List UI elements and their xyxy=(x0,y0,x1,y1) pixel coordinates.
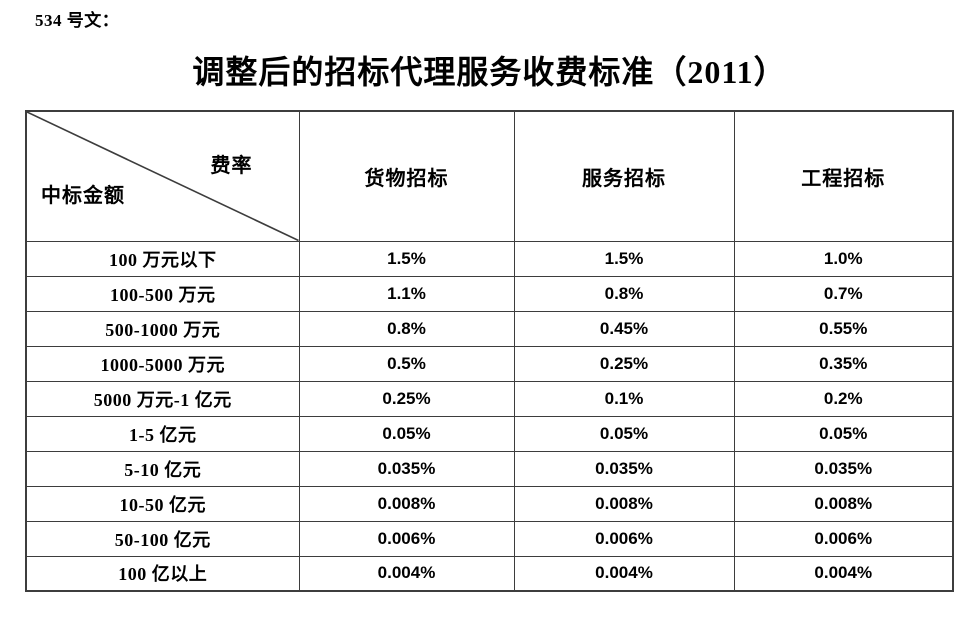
fee-value-cell: 0.004% xyxy=(513,555,735,592)
fee-value-cell: 0.05% xyxy=(513,415,735,452)
fee-value-cell: 0.004% xyxy=(733,555,954,592)
diagonal-corner-cell: 费率 中标金额 xyxy=(25,110,300,242)
fee-value-cell: 0.2% xyxy=(733,380,954,417)
doc-number-label: 534 号文： xyxy=(35,11,120,30)
fee-value-cell: 0.035% xyxy=(513,450,735,487)
fee-value-cell: 0.55% xyxy=(733,310,954,347)
fee-value-cell: 0.035% xyxy=(733,450,954,487)
fee-value-cell: 0.008% xyxy=(298,485,515,522)
row-label-cell: 100-500 万元 xyxy=(25,275,300,312)
row-label-cell: 5000 万元-1 亿元 xyxy=(25,380,300,417)
table-row: 5000 万元-1 亿元 0.25% 0.1% 0.2% xyxy=(25,380,954,417)
fee-value-cell: 0.035% xyxy=(298,450,515,487)
table-row: 10-50 亿元 0.008% 0.008% 0.008% xyxy=(25,485,954,522)
row-label-cell: 5-10 亿元 xyxy=(25,450,300,487)
fee-value-cell: 0.006% xyxy=(298,520,515,557)
table-row: 1-5 亿元 0.05% 0.05% 0.05% xyxy=(25,415,954,452)
fee-value-cell: 1.1% xyxy=(298,275,515,312)
fee-value-cell: 0.1% xyxy=(513,380,735,417)
fee-value-cell: 0.35% xyxy=(733,345,954,382)
fee-value-cell: 0.25% xyxy=(513,345,735,382)
table-row: 5-10 亿元 0.035% 0.035% 0.035% xyxy=(25,450,954,487)
row-label-cell: 10-50 亿元 xyxy=(25,485,300,522)
fee-value-cell: 1.5% xyxy=(513,240,735,277)
table-row: 100-500 万元 1.1% 0.8% 0.7% xyxy=(25,275,954,312)
fee-value-cell: 0.008% xyxy=(733,485,954,522)
fee-value-cell: 1.0% xyxy=(733,240,954,277)
fee-standard-table: 费率 中标金额 货物招标 服务招标 工程招标 100 万元以下 1.5% 1.5… xyxy=(25,110,954,592)
fee-value-cell: 0.006% xyxy=(513,520,735,557)
fee-value-cell: 0.008% xyxy=(513,485,735,522)
fee-value-cell: 0.8% xyxy=(298,310,515,347)
table-row: 100 亿以上 0.004% 0.004% 0.004% xyxy=(25,555,954,592)
corner-label-rate: 费率 xyxy=(210,155,253,177)
diagonal-divider-line xyxy=(27,112,299,241)
fee-value-cell: 0.006% xyxy=(733,520,954,557)
row-label-cell: 500-1000 万元 xyxy=(25,310,300,347)
column-header-goods: 货物招标 xyxy=(298,110,515,242)
fee-value-cell: 0.05% xyxy=(733,415,954,452)
table-row: 50-100 亿元 0.006% 0.006% 0.006% xyxy=(25,520,954,557)
table-header-row: 费率 中标金额 货物招标 服务招标 工程招标 xyxy=(25,110,954,242)
fee-value-cell: 0.8% xyxy=(513,275,735,312)
row-label-cell: 50-100 亿元 xyxy=(25,520,300,557)
fee-value-cell: 0.05% xyxy=(298,415,515,452)
fee-value-cell: 0.7% xyxy=(733,275,954,312)
page-title: 调整后的招标代理服务收费标准（2011） xyxy=(192,54,787,90)
row-label-cell: 1-5 亿元 xyxy=(25,415,300,452)
corner-label-bid-amount: 中标金额 xyxy=(41,184,125,207)
fee-value-cell: 1.5% xyxy=(298,240,515,277)
fee-value-cell: 0.5% xyxy=(298,345,515,382)
column-header-engineering: 工程招标 xyxy=(733,110,954,242)
table-row: 100 万元以下 1.5% 1.5% 1.0% xyxy=(25,240,954,277)
fee-value-cell: 0.25% xyxy=(298,380,515,417)
fee-value-cell: 0.004% xyxy=(298,555,515,592)
row-label-cell: 1000-5000 万元 xyxy=(25,345,300,382)
row-label-cell: 100 万元以下 xyxy=(25,240,300,277)
fee-value-cell: 0.45% xyxy=(513,310,735,347)
table-row: 1000-5000 万元 0.5% 0.25% 0.35% xyxy=(25,345,954,382)
table-row: 500-1000 万元 0.8% 0.45% 0.55% xyxy=(25,310,954,347)
column-header-services: 服务招标 xyxy=(513,110,735,242)
row-label-cell: 100 亿以上 xyxy=(25,555,300,592)
